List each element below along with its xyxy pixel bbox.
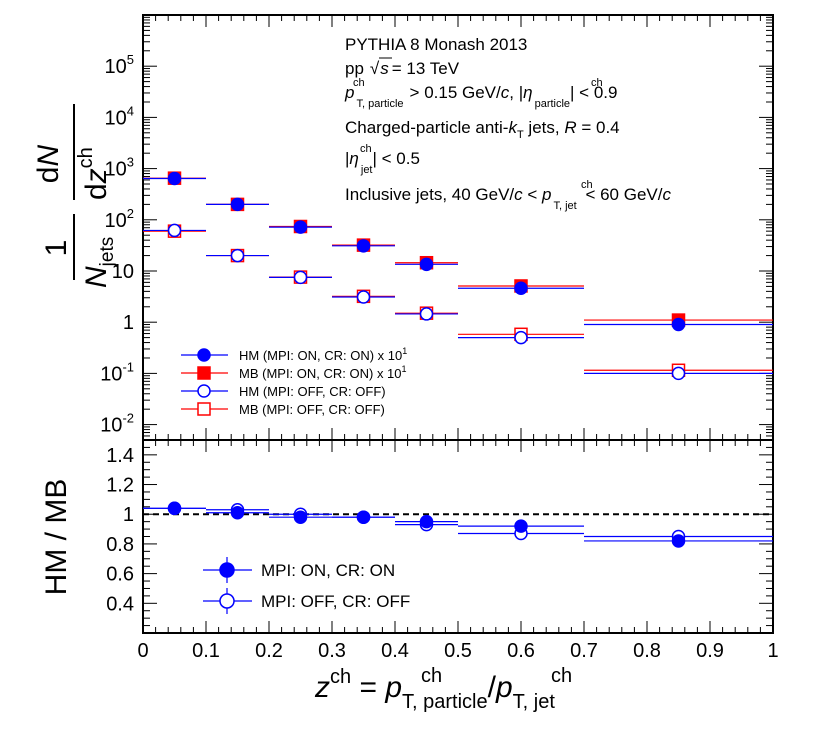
svg-text:ch: ch	[551, 665, 572, 687]
y-tick-label: 1	[123, 504, 134, 526]
x-tick-label: 0.7	[570, 640, 598, 662]
data-point	[514, 519, 528, 533]
x-tick-label: 0.2	[255, 640, 283, 662]
x-axis-label: zch = pT, particle/pT, jet ch ch	[314, 665, 572, 713]
data-point	[197, 384, 211, 398]
y-tick-label: 1.4	[106, 445, 134, 467]
y-tick-label: 10	[112, 261, 134, 283]
data-point	[514, 330, 528, 345]
data-point	[219, 562, 235, 578]
legend-label: MPI: ON, CR: ON	[261, 561, 395, 580]
svg-text:ch: ch	[421, 665, 442, 687]
y-tick-label: 10-2	[100, 411, 134, 437]
data-point	[419, 514, 434, 529]
data-point	[419, 257, 434, 272]
x-tick-label: 0.6	[507, 640, 535, 662]
data-point	[197, 366, 211, 380]
data-point	[419, 307, 434, 321]
y-tick-label: 1	[123, 312, 134, 334]
data-point	[167, 171, 182, 186]
x-tick-label: 0.9	[696, 640, 724, 662]
annotation-jet-pt: Inclusive jets, 40 GeV/c < pT, jet < 60 …	[345, 185, 671, 212]
data-point	[219, 593, 235, 609]
y-tick-label: 103	[105, 155, 134, 181]
data-point	[671, 317, 686, 332]
y-tick-label: 0.4	[106, 593, 134, 615]
data-point	[356, 290, 371, 304]
svg-text:1: 1	[40, 240, 73, 257]
legend-label: HM (MPI: OFF, CR: OFF)	[239, 384, 386, 399]
annotation-generator: PYTHIA 8 Monash 2013	[345, 35, 527, 54]
x-tick-label: 0	[137, 640, 148, 662]
y-tick-label: 104	[105, 103, 134, 129]
data-point	[197, 348, 211, 362]
x-tick-label: 1	[767, 640, 778, 662]
data-point	[356, 510, 371, 524]
bottom-ylabel: HM / MB	[40, 479, 73, 596]
x-tick-label: 0.4	[381, 640, 409, 662]
y-tick-label: 0.8	[106, 534, 134, 556]
annotation-ch-sup: ch	[581, 179, 593, 191]
top-ylabel: 1 Njets dN dzch	[32, 104, 118, 288]
annotation-ch-sup: ch	[353, 77, 365, 89]
bottom-axes: 0 0.1 0.2 0.3 0.4 0.5 0.6 0.7 0.8 0.9 1 0.4 0.6 0.8 1 1…	[106, 439, 779, 662]
data-point	[514, 281, 528, 296]
y-tick-label: 10-1	[100, 359, 134, 385]
svg-text:zch = pT, particle/pT, jet: zch = pT, particle/pT, jet	[314, 666, 555, 713]
data-point	[167, 223, 182, 238]
x-tick-label: 0.5	[444, 640, 472, 662]
data-point	[671, 366, 686, 381]
y-tick-label: 1.2	[106, 475, 134, 497]
top-series-group	[143, 171, 773, 381]
svg-text:dzch: dzch	[75, 147, 113, 200]
data-point	[167, 501, 182, 516]
annotation-jet-eta: |ηjet| < 0.5	[345, 149, 420, 176]
data-point	[293, 270, 308, 285]
data-point	[671, 534, 686, 548]
data-point	[293, 510, 308, 524]
data-point	[230, 197, 245, 212]
data-point	[293, 220, 308, 234]
x-tick-label: 0.1	[192, 640, 220, 662]
data-point	[230, 505, 245, 520]
data-point	[230, 248, 245, 263]
y-tick-label: 102	[105, 206, 134, 232]
top-axes: 10-2 10-1 1 10 102 103 104 105	[100, 14, 774, 441]
data-point	[197, 402, 211, 416]
x-tick-label: 0.3	[318, 640, 346, 662]
data-point	[356, 239, 371, 253]
annotation-ch-sup: ch	[360, 143, 372, 155]
svg-text:Njets: Njets	[80, 237, 118, 288]
y-tick-label: 105	[105, 52, 134, 78]
bottom-series-group	[143, 501, 773, 548]
bottom-legend: MPI: ON, CR: ON MPI: OFF, CR: OFF	[203, 557, 410, 614]
y-tick-label: 0.6	[106, 564, 134, 586]
x-tick-label: 0.8	[633, 640, 661, 662]
legend-label: MB (MPI: OFF, CR: OFF)	[239, 402, 385, 417]
legend-label: MB (MPI: ON, CR: ON) x 101	[239, 364, 407, 381]
legend-label: MPI: OFF, CR: OFF	[261, 592, 410, 611]
svg-text:dN: dN	[32, 144, 65, 183]
annotation-energy: pp √s = 13 TeV	[345, 59, 460, 78]
annotation-ch-sup: ch	[591, 77, 603, 89]
annotation-jet-def: Charged-particle anti-kT jets, R = 0.4	[345, 118, 620, 141]
annotation-track-cuts: pT, particle> 0.15 GeV/c, |ηparticle| < …	[344, 83, 617, 110]
annotation-block: PYTHIA 8 Monash 2013 pp √s = 13 TeV pT, pa…	[344, 35, 671, 212]
legend-label: HM (MPI: ON, CR: ON) x 101	[239, 346, 407, 363]
